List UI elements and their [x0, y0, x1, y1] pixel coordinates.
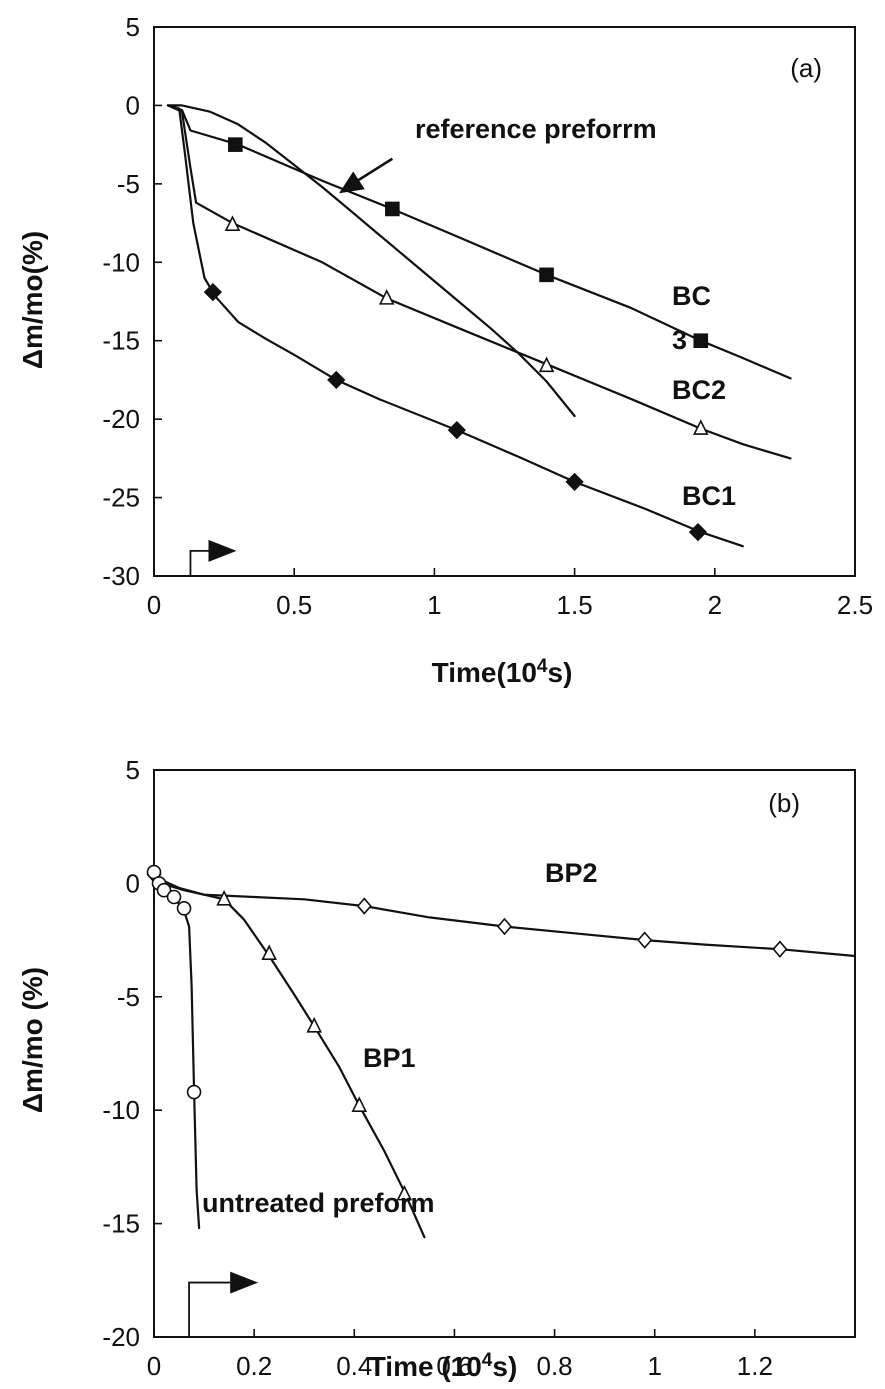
data-point-marker: [306, 1016, 323, 1033]
x-tick-label: 1.2: [737, 1351, 773, 1381]
x-tick-label: 0.8: [536, 1351, 572, 1381]
data-point-marker: [261, 944, 277, 961]
annotations-b: [188, 1271, 259, 1337]
series-markers-b: [146, 864, 788, 1201]
data-point-marker: [351, 1096, 368, 1112]
x-tick-label: 0.6: [436, 1351, 472, 1381]
x-tick-label: 0.2: [236, 1351, 272, 1381]
x-tick-label: 2: [708, 590, 722, 620]
x-tick-label: 2.5: [837, 590, 873, 620]
y-tick-label: -5: [117, 169, 140, 199]
plot-frame-b: [153, 769, 856, 1338]
x-tick-label: 1: [647, 1351, 661, 1381]
series-label-bp2: BP2: [545, 858, 598, 888]
x-tick-label: 0: [147, 590, 161, 620]
data-point-marker: [538, 356, 555, 373]
x-axis-title-a: Time(104s): [432, 656, 573, 688]
annotation-arrow-icon: [339, 171, 365, 194]
y-tick-label: -30: [102, 561, 140, 591]
y-tick-label: -10: [102, 1095, 140, 1125]
y-axis-title-b: Δm/mo (%): [17, 967, 48, 1113]
data-point-marker: [385, 201, 400, 217]
y-tick-label: 5: [126, 12, 140, 42]
axis-ticks-a: 0 0.5 1 1.5 2 2.5 5 0 -5 -10 -15 -20 -25 -30: [102, 12, 873, 620]
chart-panel-a: 0 0.5 1 1.5 2 2.5 5 0 -5 -10 -15 -20 -25 -30 (a) refe…: [17, 12, 873, 688]
data-point-marker: [186, 1084, 202, 1100]
series-label-bp1: BP1: [363, 1043, 416, 1073]
annotation-reference-preform: reference preforrm: [415, 114, 657, 144]
series-line-untreated-preform: [152, 873, 201, 1230]
data-point-marker: [203, 282, 223, 302]
series-line-bp1: [152, 875, 426, 1239]
series-label-bc3-line2: 3: [672, 325, 687, 355]
y-tick-label: 5: [126, 755, 140, 785]
series-label-bc3-line1: BC: [672, 281, 711, 311]
x-tick-label: 0.4: [336, 1351, 372, 1381]
y-tick-label: -15: [102, 1209, 140, 1239]
data-point-marker: [176, 901, 192, 916]
data-point-marker: [447, 420, 466, 440]
start-arrow-icon: [208, 539, 237, 562]
y-tick-label: -25: [102, 483, 140, 513]
y-tick-label: -20: [102, 404, 140, 434]
y-tick-label: -10: [102, 247, 140, 277]
annotations-a: [189, 157, 394, 576]
y-tick-label: 0: [126, 90, 140, 120]
start-arrow-icon: [230, 1271, 259, 1294]
series-line-reference-preforrm: [166, 104, 576, 418]
data-point-marker: [356, 897, 372, 915]
data-point-marker: [166, 889, 182, 905]
start-step-line: [189, 550, 213, 576]
series-label-untreated-preform: untreated preform: [202, 1188, 435, 1218]
series-label-bc1: BC1: [682, 481, 736, 511]
panel-tag-b: (b): [768, 788, 800, 818]
y-tick-label: -20: [102, 1322, 140, 1352]
series-markers-a: [203, 137, 709, 542]
x-tick-label: 0.5: [276, 590, 312, 620]
data-point-marker: [216, 889, 232, 906]
data-point-marker: [692, 419, 709, 435]
x-tick-label: 1: [427, 590, 441, 620]
series-line-bp2: [152, 877, 857, 958]
chart-panel-b: 0 0.2 0.4 0.6 0.8 1 1.2 5 0 -5 -10 -15 -20 (b) BP2 B…: [17, 755, 857, 1382]
y-axis-title-a: Δm/mo(%): [17, 231, 48, 369]
y-tick-label: -5: [117, 982, 140, 1012]
plot-frame-a: [153, 26, 856, 577]
data-point-marker: [539, 267, 554, 283]
data-point-marker: [396, 1184, 413, 1201]
x-tick-label: 1.5: [557, 590, 593, 620]
data-point-marker: [637, 931, 653, 949]
data-point-marker: [378, 289, 395, 305]
data-point-marker: [496, 917, 513, 936]
x-tick-label: 0: [147, 1351, 161, 1381]
y-tick-label: -15: [102, 326, 140, 356]
panel-tag-a: (a): [790, 53, 822, 83]
start-step-line: [188, 1281, 235, 1337]
data-point-marker: [156, 882, 172, 898]
data-point-marker: [228, 137, 243, 152]
axis-ticks-b: 0 0.2 0.4 0.6 0.8 1 1.2 5 0 -5 -10 -15 -20: [102, 755, 773, 1381]
data-point-marker: [565, 472, 584, 492]
data-point-marker: [224, 215, 241, 231]
data-point-marker: [772, 940, 788, 958]
data-point-marker: [688, 522, 708, 542]
data-point-marker: [327, 370, 346, 390]
series-line-bc1: [166, 104, 744, 548]
series-label-bc2: BC2: [672, 375, 726, 405]
x-axis-title-b: Time (104s): [369, 1350, 518, 1382]
data-point-marker: [693, 333, 709, 349]
y-tick-label: 0: [126, 868, 140, 898]
